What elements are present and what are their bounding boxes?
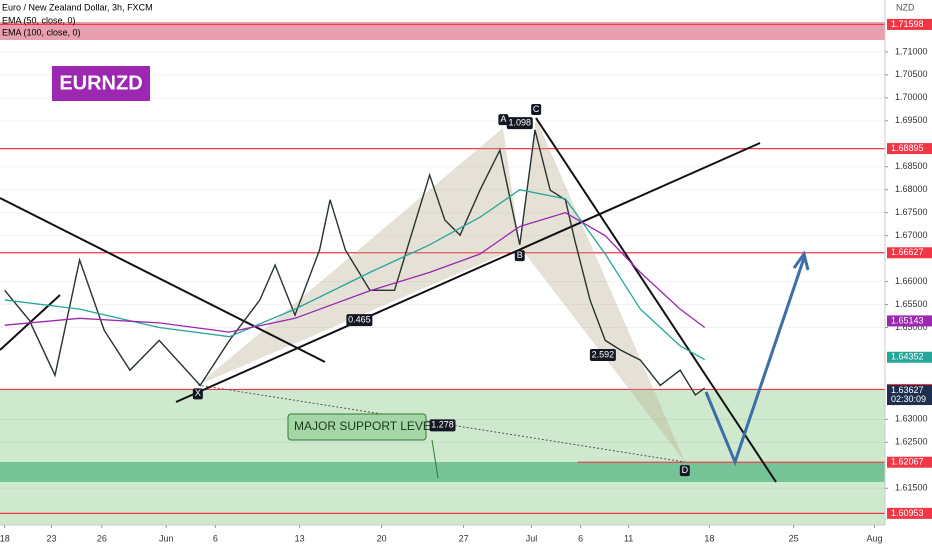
x-tick-label: 11 (624, 533, 633, 543)
currency: NZD (896, 2, 915, 12)
projection (704, 257, 806, 467)
x-tick-label: Jun (159, 533, 174, 543)
pattern-label: A (500, 114, 506, 124)
callout (287, 413, 427, 441)
y-tick-label: 1.63000 (895, 414, 928, 424)
x-tick-label: 13 (295, 533, 305, 543)
y-tick-label: 1.68500 (895, 161, 928, 171)
x-tick-label: 6 (213, 533, 218, 543)
price-tag (887, 351, 932, 363)
price-tag-label: 1.68895 (891, 143, 924, 153)
ratio-box (429, 419, 456, 432)
price-tag-label: 1.71598 (891, 19, 924, 29)
ratio-label: 2.592 (592, 349, 615, 359)
y-tick-label: 1.71000 (895, 46, 928, 56)
price-line (4, 129, 706, 397)
x-tick-label: 25 (789, 533, 799, 543)
y-tick-label: 1.67500 (895, 207, 928, 217)
support-zone (0, 462, 885, 482)
y-tick-label: 1.70500 (895, 69, 928, 79)
price-tag-label: 1.64352 (891, 352, 924, 362)
pattern-point (679, 465, 690, 477)
y-tick-label: 1.67000 (895, 230, 928, 240)
badge (52, 66, 150, 101)
price-tag-label: 1.63627 (891, 385, 924, 395)
pattern-point (498, 114, 509, 126)
x-tick-label: 20 (377, 533, 387, 543)
x-tick-label: Aug (866, 533, 882, 543)
ratio-box (589, 349, 616, 362)
x-tick-label: 26 (97, 533, 107, 543)
price-tag (887, 247, 932, 259)
chart-title: Euro / New Zealand Dollar, 3h, FXCM (2, 2, 153, 12)
indicator: EMA (50, close, 0) (2, 15, 76, 25)
annotation: MAJOR SUPPORT LEVEL (294, 419, 438, 433)
price-tag-label: 1.60953 (891, 508, 924, 518)
ratio-label: 1.278 (431, 420, 454, 430)
ratio-box (506, 117, 533, 130)
trend-line (0, 197, 326, 363)
resistance-zone (0, 22, 885, 40)
ratio-label: 0.465 (348, 315, 371, 325)
y-tick-label: 1.65000 (895, 322, 928, 332)
y-tick-label: 1.62500 (895, 437, 928, 447)
pattern-point (192, 388, 203, 400)
y-tick-label: 1.61500 (895, 483, 928, 493)
callout-pointer (431, 439, 439, 479)
price-tag-label: 1.62067 (891, 457, 924, 467)
price-tag (887, 315, 932, 327)
y-tick-label: 1.66000 (895, 276, 928, 286)
y-tick-label: 1.65500 (895, 299, 928, 309)
pattern-label: C (533, 104, 540, 114)
pattern-label: X (195, 388, 201, 398)
price-tag (887, 456, 932, 468)
pattern-label: B (517, 250, 523, 260)
x-tick-label: 27 (459, 533, 469, 543)
indicator: EMA (100, close, 0) (2, 27, 81, 37)
x-tick-label: 18 (0, 533, 10, 543)
price-tag-label: 1.65143 (891, 315, 924, 325)
pattern-label: D (682, 465, 689, 475)
x-tick-label: 23 (47, 533, 57, 543)
pattern-bcd (520, 118, 685, 462)
x-tick-label: 6 (578, 533, 583, 543)
symbol-badge: EURNZD (59, 72, 142, 94)
y-tick-label: 1.68000 (895, 184, 928, 194)
trend-line (175, 142, 761, 403)
ratio-box (346, 314, 373, 327)
price-tag-label: 1.66627 (891, 247, 924, 257)
ratio-label: 1.098 (508, 117, 531, 127)
trend-line (535, 117, 777, 483)
pattern-point (531, 104, 542, 116)
y-tick-label: 1.70000 (895, 92, 928, 102)
price-tag (887, 385, 932, 406)
x-tick-label: 18 (704, 533, 714, 543)
x-tick-label: Jul (526, 533, 538, 543)
y-tick-label: 1.69500 (895, 115, 928, 125)
price-tag (887, 18, 932, 30)
pattern-xab (198, 128, 520, 385)
countdown: 02:30:09 (891, 394, 926, 404)
ema-line (4, 211, 706, 333)
ema-line (4, 189, 706, 361)
pattern-point (514, 250, 525, 262)
price-tag (887, 507, 932, 519)
projection-arrow (792, 250, 810, 271)
price-tag (887, 143, 932, 155)
